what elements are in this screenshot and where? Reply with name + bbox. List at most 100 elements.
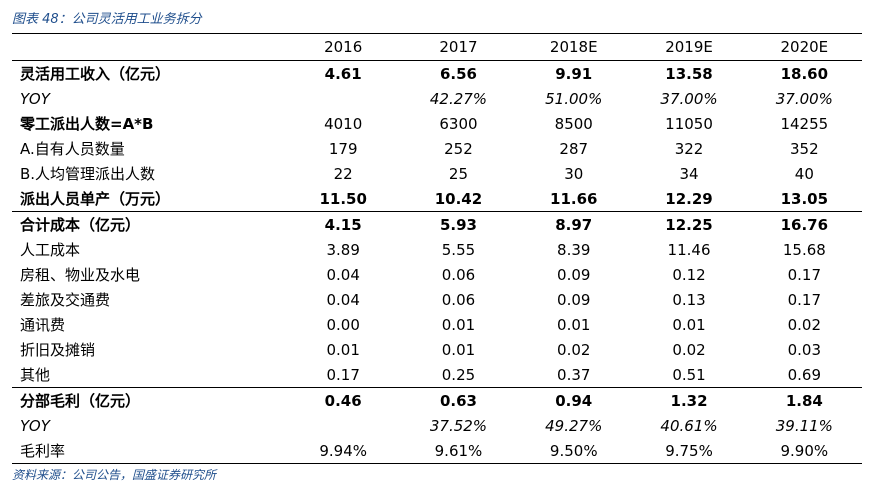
cell: 39.11% (775, 416, 833, 435)
row-label: 分部毛利（亿元） (12, 387, 286, 413)
cell: 9.61% (400, 438, 517, 464)
column-header: 2020E (746, 33, 862, 61)
cell: 0.17 (326, 365, 360, 384)
cell: 37.52% (429, 416, 488, 435)
table-row: 分部毛利（亿元） 0.46 0.63 0.94 1.32 1.84 (12, 387, 862, 413)
cell: 22 (333, 164, 353, 183)
cell: 42.27% (429, 89, 488, 108)
cell (286, 413, 401, 438)
cell: 0.01 (441, 340, 476, 359)
cell: 6.56 (439, 64, 477, 83)
cell: 9.50% (516, 438, 632, 464)
cell: 0.17 (787, 290, 822, 309)
cell: 11050 (665, 114, 713, 133)
cell: 51.00% (545, 89, 603, 108)
column-header: 2016 (285, 33, 401, 61)
cell: 13.05 (780, 189, 829, 208)
cell: 9.91 (555, 64, 593, 83)
cell: 0.03 (787, 340, 822, 359)
table-row: YOY 37.52% 49.27% 40.61% 39.11% (12, 413, 862, 438)
cell: 12.29 (665, 189, 713, 208)
table-row: 灵活用工收入（亿元） 4.61 6.56 9.91 13.58 18.60 (12, 61, 862, 87)
cell: 0.94 (516, 387, 632, 413)
cell: 0.09 (557, 290, 591, 309)
cell: 0.51 (672, 365, 706, 384)
corner (12, 33, 286, 61)
cell: 0.12 (672, 265, 706, 284)
cell: 0.01 (557, 315, 591, 334)
cell: 0.04 (326, 265, 360, 284)
cell: 322 (674, 139, 704, 158)
table-row: 人工成本 3.89 5.55 8.39 11.46 15.68 (12, 237, 862, 262)
cell: 40 (794, 164, 814, 183)
cell: 9.94% (285, 438, 401, 464)
row-label: 其他 (20, 366, 51, 384)
cell: 0.37 (557, 365, 591, 384)
cell: 11.46 (667, 240, 711, 259)
cell: 0.06 (441, 265, 476, 284)
cell: 0.09 (557, 265, 591, 284)
cell: 12.25 (631, 211, 747, 237)
table-row: 派出人员单产（万元） 11.50 10.42 11.66 12.29 13.05 (12, 186, 862, 212)
row-label: 合计成本（亿元） (12, 211, 286, 237)
row-label: 差旅及交通费 (20, 291, 111, 309)
cell: 9.75% (631, 438, 747, 464)
cell: 0.25 (441, 365, 476, 384)
cell: 3.89 (326, 240, 360, 259)
row-label: 零工派出人数=A*B (20, 115, 154, 133)
cell: 0.46 (285, 387, 401, 413)
row-label: 灵活用工收入（亿元） (20, 65, 171, 83)
column-header: 2017 (400, 33, 517, 61)
table: 2016 2017 2018E 2019E 2020E 灵活用工收入（亿元） 4.61 6.… (12, 33, 862, 464)
column-header: 2018E (516, 33, 632, 61)
row-label: 通讯费 (20, 316, 66, 334)
row-label: B.人均管理派出人数 (20, 165, 156, 183)
table-row: 差旅及交通费 0.04 0.06 0.09 0.13 0.17 (12, 287, 862, 312)
cell: 0.69 (787, 365, 822, 384)
cell: 0.63 (400, 387, 517, 413)
table-row: A.自有人员数量 179 252 287 322 352 (12, 136, 862, 161)
cell: 252 (444, 139, 473, 158)
cell (286, 86, 401, 111)
cell: 30 (564, 164, 584, 183)
cell: 37.00% (775, 89, 833, 108)
table-row: 折旧及摊销 0.01 0.01 0.02 0.02 0.03 (12, 337, 862, 362)
cell: 0.01 (672, 315, 706, 334)
cell: 8.97 (516, 211, 632, 237)
cell: 0.00 (326, 315, 360, 334)
cell: 0.02 (787, 315, 822, 334)
header-row: 2016 2017 2018E 2019E 2020E (12, 33, 862, 61)
cell: 40.61% (660, 416, 718, 435)
cell: 8500 (554, 114, 593, 133)
cell: 8.39 (557, 240, 591, 259)
row-label: A.自有人员数量 (20, 140, 125, 158)
cell: 0.04 (326, 290, 360, 309)
table-row: 通讯费 0.00 0.01 0.01 0.01 0.02 (12, 312, 862, 337)
column-header: 2019E (631, 33, 747, 61)
cell: 0.02 (672, 340, 706, 359)
cell: 16.76 (746, 211, 862, 237)
cell: 287 (559, 139, 589, 158)
table-row: 零工派出人数=A*B 4010 6300 8500 11050 14255 (12, 111, 862, 136)
cell: 4.61 (324, 64, 362, 83)
cell: 4010 (324, 114, 363, 133)
row-label: 毛利率 (12, 438, 286, 464)
table-row: 毛利率 9.94% 9.61% 9.50% 9.75% 9.90% (12, 438, 862, 464)
table-row: 其他 0.17 0.25 0.37 0.51 0.69 (12, 362, 862, 388)
table-body: 灵活用工收入（亿元） 4.61 6.56 9.91 13.58 18.60 YOY 42.27… (12, 61, 862, 464)
cell: 0.01 (441, 315, 476, 334)
cell: 0.17 (787, 265, 822, 284)
cell: 1.84 (746, 387, 862, 413)
cell: 0.02 (557, 340, 591, 359)
cell: 49.27% (545, 416, 603, 435)
cell: 0.01 (326, 340, 360, 359)
source-note: 资料来源：公司公告，国盛证券研究所 (12, 468, 217, 482)
row-label: 派出人员单产（万元） (20, 190, 171, 208)
cell: 5.93 (400, 211, 517, 237)
cell: 25 (448, 164, 469, 183)
cell: 13.58 (665, 64, 713, 83)
table-row: 合计成本（亿元） 4.15 5.93 8.97 12.25 16.76 (12, 211, 862, 237)
row-label: 折旧及摊销 (20, 341, 96, 359)
row-label: 人工成本 (20, 241, 81, 259)
cell: 10.42 (434, 189, 483, 208)
